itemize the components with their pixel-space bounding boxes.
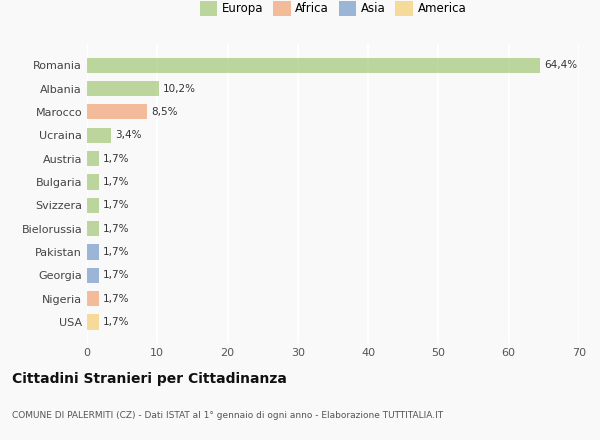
Bar [87, 291, 99, 306]
Text: 3,4%: 3,4% [115, 130, 142, 140]
Text: COMUNE DI PALERMITI (CZ) - Dati ISTAT al 1° gennaio di ogni anno - Elaborazione : COMUNE DI PALERMITI (CZ) - Dati ISTAT al… [12, 411, 443, 420]
Text: 1,7%: 1,7% [103, 270, 130, 280]
Text: 1,7%: 1,7% [103, 293, 130, 304]
Text: 64,4%: 64,4% [544, 60, 577, 70]
Bar [87, 198, 99, 213]
Bar [87, 151, 99, 166]
Bar [87, 315, 99, 330]
Text: 1,7%: 1,7% [103, 247, 130, 257]
Bar [87, 174, 99, 190]
Bar [87, 128, 111, 143]
Text: Cittadini Stranieri per Cittadinanza: Cittadini Stranieri per Cittadinanza [12, 372, 287, 386]
Text: 1,7%: 1,7% [103, 177, 130, 187]
Text: 1,7%: 1,7% [103, 154, 130, 164]
Bar [87, 58, 539, 73]
Bar [87, 268, 99, 283]
Bar [87, 221, 99, 236]
Text: 1,7%: 1,7% [103, 224, 130, 234]
Bar [87, 81, 158, 96]
Bar [87, 244, 99, 260]
Text: 8,5%: 8,5% [151, 107, 178, 117]
Text: 1,7%: 1,7% [103, 200, 130, 210]
Text: 10,2%: 10,2% [163, 84, 196, 94]
Legend: Europa, Africa, Asia, America: Europa, Africa, Asia, America [197, 0, 469, 18]
Bar [87, 104, 147, 120]
Text: 1,7%: 1,7% [103, 317, 130, 327]
